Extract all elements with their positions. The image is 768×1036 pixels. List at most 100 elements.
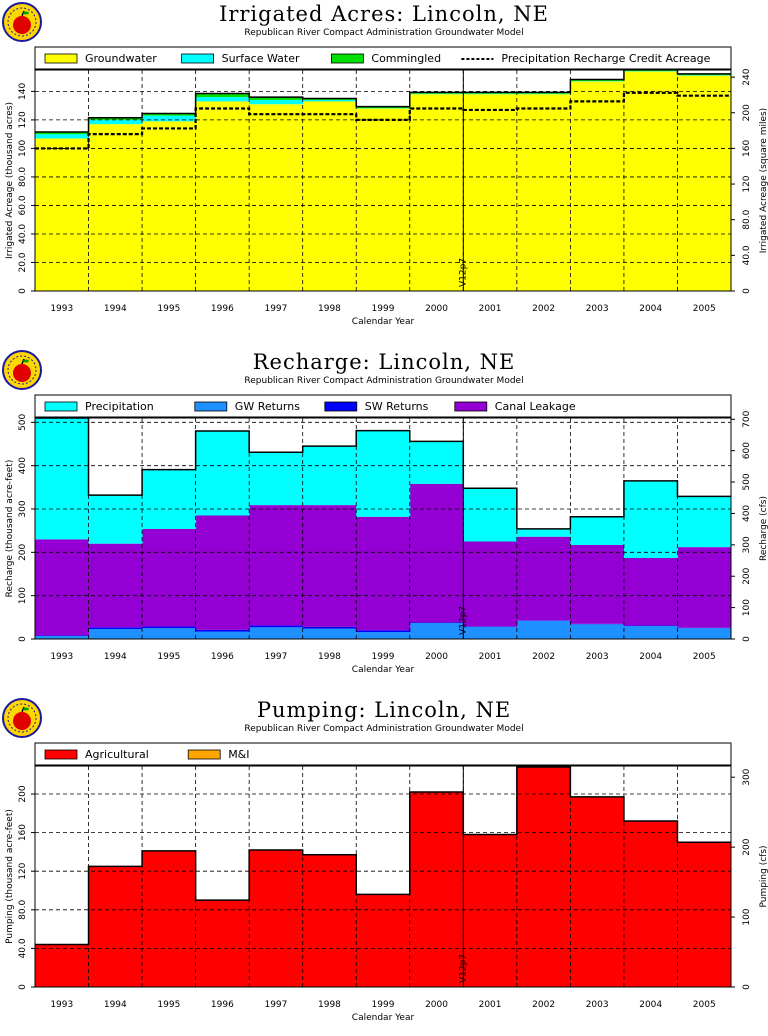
legend-item: Surface Water [182, 52, 300, 65]
bar-segment [196, 900, 250, 987]
y-axis-label: Recharge (thousand acre-feet) [5, 460, 15, 598]
bar-segment [570, 545, 624, 624]
bar-segment [89, 629, 143, 639]
y2-tick-label: 0 [742, 288, 752, 294]
bar-segment [249, 100, 303, 104]
x-tick-label: 1994 [104, 1000, 127, 1010]
y-tick-label: 0 [18, 984, 28, 990]
x-tick-label: 1997 [264, 1000, 287, 1010]
legend-label: Precipitation Recharge Credit Acreage [501, 52, 710, 65]
x-axis-label: Calendar Year [352, 665, 415, 675]
y2-tick-label: 200 [742, 838, 752, 855]
x-tick-label: 2004 [639, 1000, 662, 1010]
y-tick-label: 100 [18, 587, 28, 604]
y-tick-label: 200 [18, 785, 28, 802]
bar-segment [570, 797, 624, 987]
bar-segment [249, 626, 303, 628]
legend-item: M&I [188, 748, 249, 761]
bar-segment [89, 120, 143, 124]
y2-tick-label: 100 [742, 908, 752, 925]
x-tick-label: 1998 [318, 304, 341, 314]
bar-segment [410, 484, 464, 623]
y2-tick-label: 400 [742, 505, 752, 522]
legend-label: GW Returns [235, 400, 300, 413]
y2-tick-label: 300 [742, 536, 752, 553]
y2-tick-label: 100 [742, 599, 752, 616]
bar-segment [517, 767, 571, 987]
legend-label: SW Returns [365, 400, 429, 413]
bar-segment [517, 529, 571, 537]
x-tick-label: 2002 [532, 1000, 555, 1010]
x-tick-label: 1996 [211, 1000, 234, 1010]
bar-segment [463, 627, 517, 639]
recharge-chart: Recharge: Lincoln, NE Republican River C… [0, 348, 768, 688]
bar-segment [677, 628, 731, 639]
bar-segment [356, 431, 410, 517]
y-tick-label: 20.0 [18, 252, 28, 272]
bar-segment [142, 626, 196, 628]
bar-segment [677, 547, 731, 628]
bar-segment [356, 108, 410, 291]
y2-tick-label: 0 [742, 636, 752, 642]
x-tick-label: 2001 [479, 304, 502, 314]
y-tick-label: 40.0 [18, 938, 28, 958]
y-tick-label: 400 [18, 457, 28, 474]
x-tick-label: 2003 [586, 1000, 609, 1010]
bar-segment [142, 116, 196, 122]
bar-segment [570, 81, 624, 291]
legend-item: Canal Leakage [455, 400, 576, 413]
x-tick-label: 1994 [104, 652, 127, 662]
x-axis-label: Calendar Year [352, 1013, 415, 1023]
bar-segment [89, 124, 143, 291]
legend-swatch [455, 402, 487, 411]
y-tick-label: 80.0 [18, 167, 28, 187]
series-groundwater [35, 71, 732, 291]
legend-swatch [331, 54, 363, 63]
y-axis-label: Irrigated Acreage (thousand acres) [5, 102, 15, 259]
y-axis-label: Pumping (thousand acre-feet) [5, 809, 15, 944]
marker-label: V12p7 [458, 258, 468, 287]
x-tick-label: 2004 [639, 652, 662, 662]
bar-segment [196, 431, 250, 516]
x-tick-label: 2005 [693, 304, 716, 314]
bar-segment [517, 94, 571, 291]
bar-segment [517, 537, 571, 621]
bar-segment [249, 452, 303, 505]
legend-swatch [182, 54, 214, 63]
x-tick-label: 2000 [425, 304, 448, 314]
x-tick-label: 1995 [157, 652, 180, 662]
bar-segment [570, 624, 624, 639]
x-tick-label: 1993 [50, 1000, 73, 1010]
y2-axis-label: Recharge (cfs) [759, 496, 768, 561]
bar-segment [356, 632, 410, 639]
y-tick-label: 140 [18, 83, 28, 100]
y2-tick-label: 120 [742, 175, 752, 192]
bar-segment [249, 505, 303, 625]
legend-swatch [325, 402, 357, 411]
x-tick-label: 1997 [264, 652, 287, 662]
x-tick-label: 1999 [372, 652, 395, 662]
x-tick-label: 2005 [693, 652, 716, 662]
irrigated-acres-chart: Irrigated Acres: Lincoln, NE Republican … [0, 0, 768, 340]
legend-swatch [45, 402, 77, 411]
x-tick-label: 1993 [50, 652, 73, 662]
legend-item: Groundwater [45, 52, 157, 65]
bar-segment [463, 488, 517, 541]
bar-segment [570, 517, 624, 545]
y2-tick-label: 160 [742, 140, 752, 157]
bar-segment [249, 104, 303, 291]
bar-segment [624, 558, 678, 626]
bar-segment [624, 821, 678, 987]
y-tick-label: 40.0 [18, 224, 28, 244]
legend-item: SW Returns [325, 400, 429, 413]
x-tick-label: 1996 [211, 304, 234, 314]
x-tick-label: 2000 [425, 1000, 448, 1010]
bar-segment [624, 71, 678, 291]
bar-segment [303, 505, 357, 627]
legend-label: Precipitation [85, 400, 154, 413]
bar-segment [677, 842, 731, 987]
legend-label: M&I [228, 748, 249, 761]
series-agricultural [35, 767, 732, 987]
bar-segment [356, 630, 410, 632]
